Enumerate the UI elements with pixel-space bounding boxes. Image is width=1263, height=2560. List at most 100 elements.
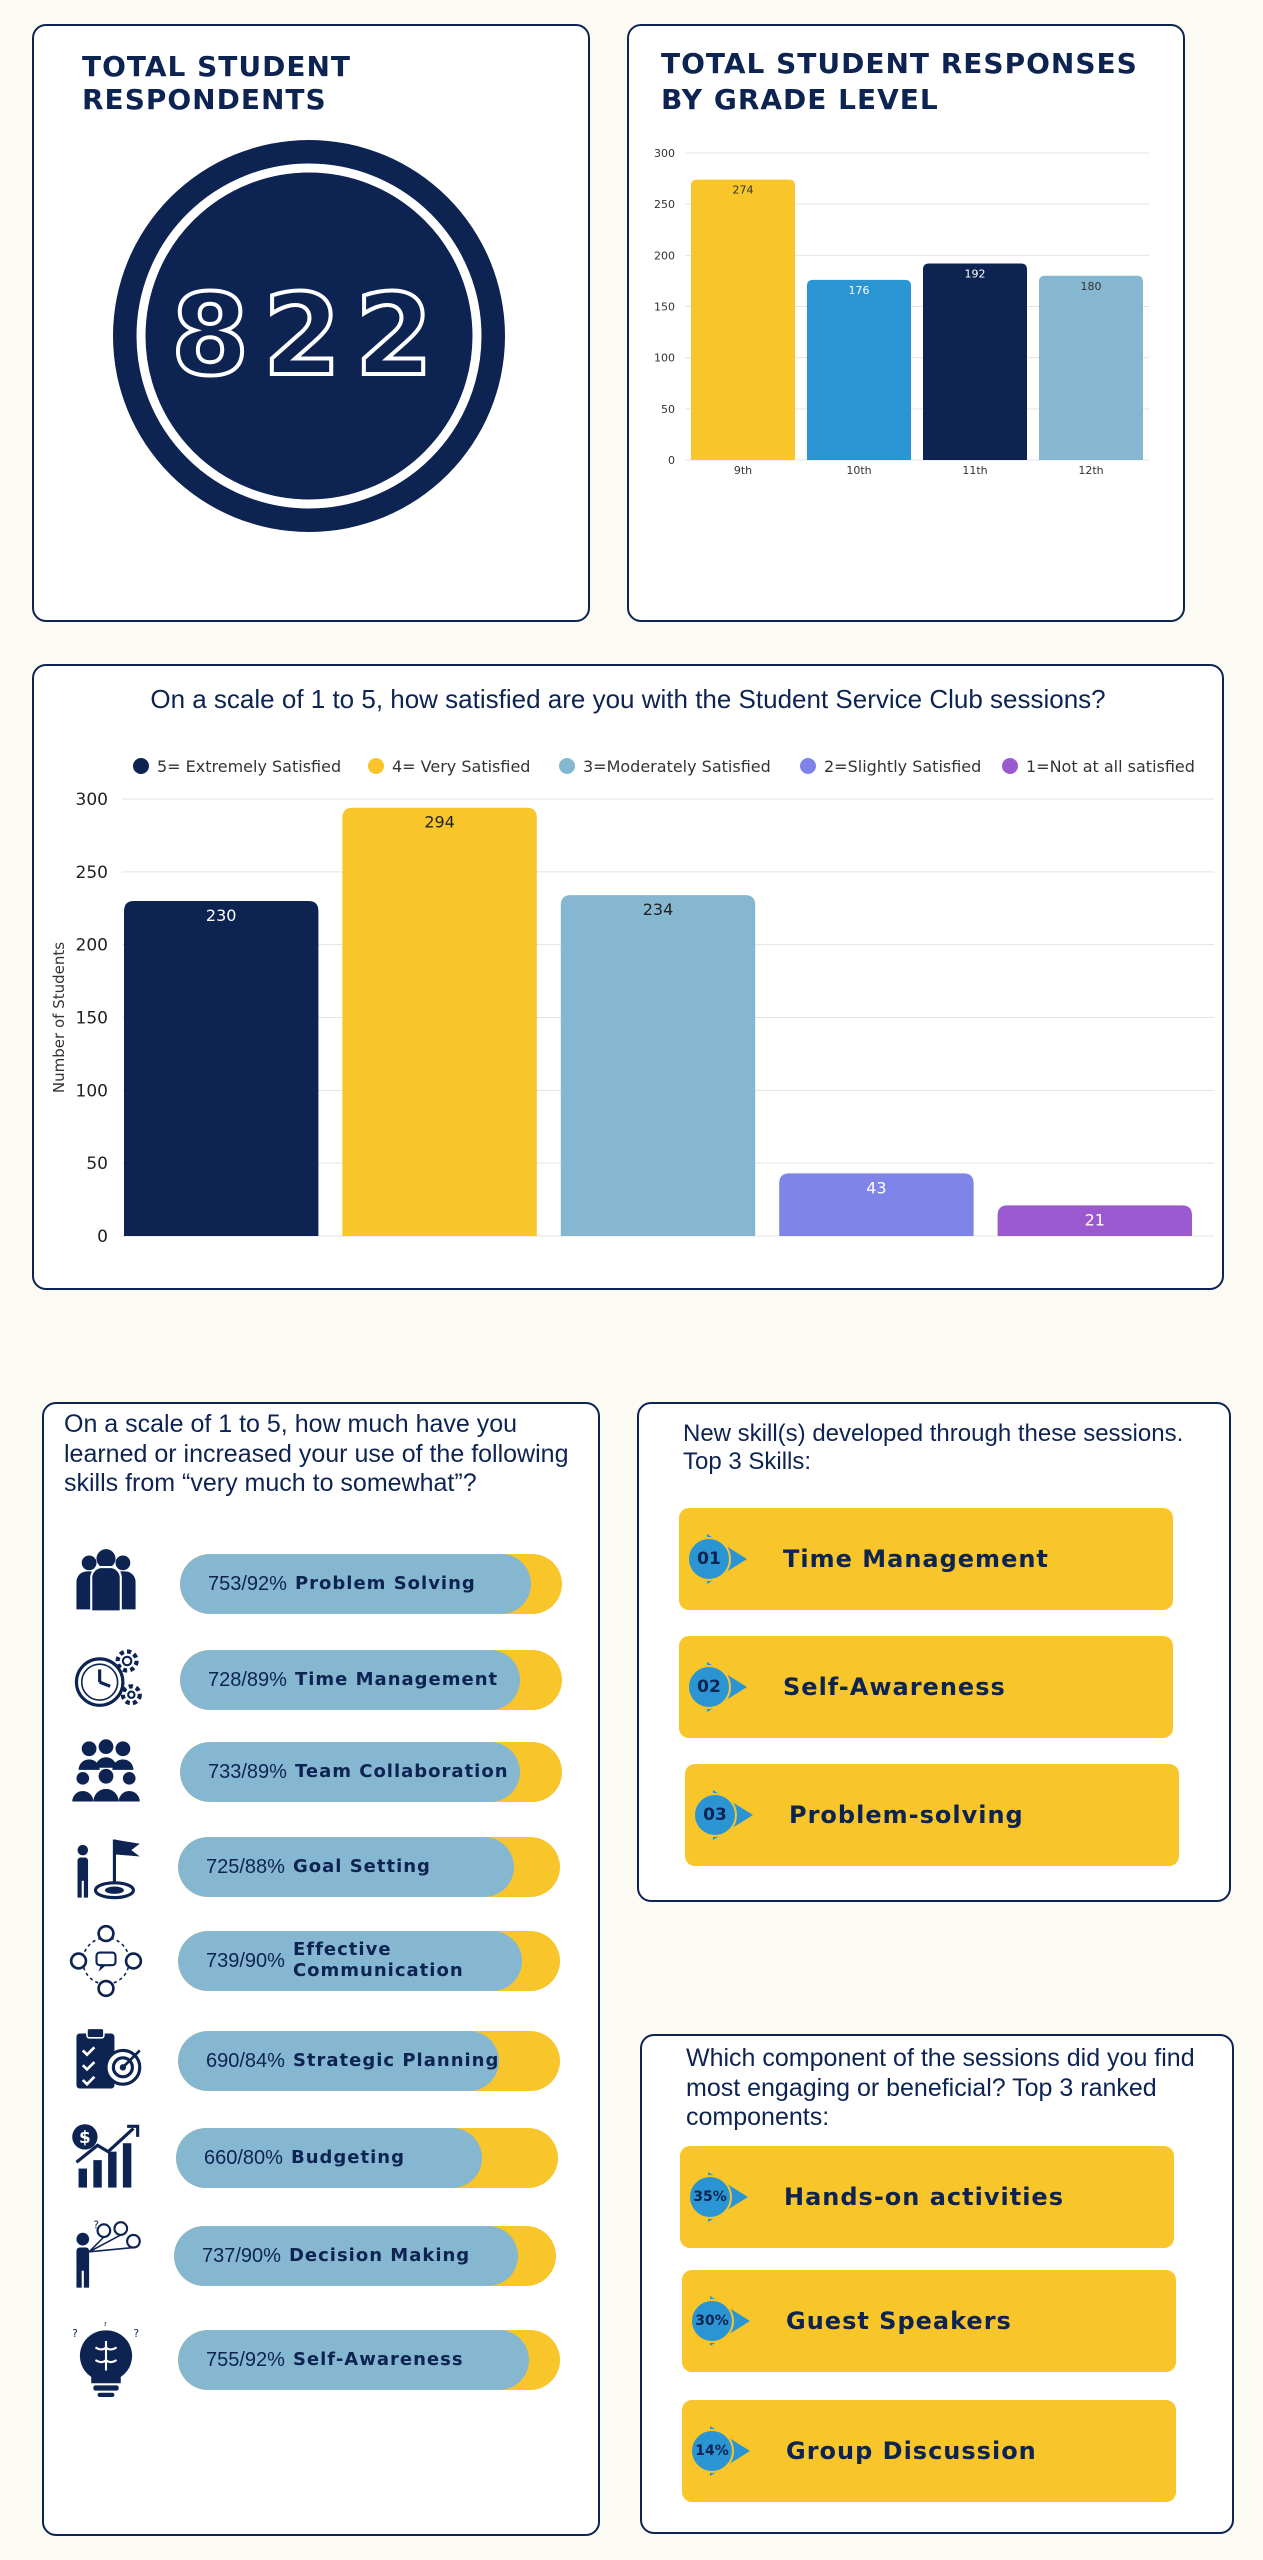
network-icon xyxy=(68,1923,144,2003)
satisfaction-card: On a scale of 1 to 5, how satisfied are … xyxy=(32,664,1224,1290)
legend-swatch xyxy=(559,758,575,774)
legend-swatch xyxy=(800,758,816,774)
grade-x-tick: 11th xyxy=(962,464,987,477)
sat-y-tick: 100 xyxy=(76,1081,108,1101)
skill-value: 733/89% xyxy=(208,1760,287,1783)
sat-bar xyxy=(560,895,756,1236)
grade-y-tick: 150 xyxy=(654,301,675,314)
sat-y-axis-label: Number of Students xyxy=(50,942,68,1093)
skill-label: Decision Making xyxy=(288,2244,471,2266)
clock-gears-icon xyxy=(68,1642,144,1722)
new-skills-heading: New skill(s) developed through these ses… xyxy=(683,1420,1184,1476)
grade-bar-label: 274 xyxy=(733,184,754,197)
team-icon xyxy=(68,1546,144,1626)
skill-bar: 725/88% Goal Setting xyxy=(178,1837,560,1897)
legend-label: 5= Extremely Satisfied xyxy=(157,757,341,776)
rank-label: Guest Speakers xyxy=(786,2307,1012,2335)
ranked-item: 30% Guest Speakers xyxy=(682,2270,1176,2372)
skill-label: Goal Setting xyxy=(292,1855,431,1877)
sat-y-tick: 250 xyxy=(76,863,108,883)
group-icon xyxy=(68,1734,144,1814)
skill-bar: 753/92% Problem Solving xyxy=(180,1554,562,1614)
svg-text:?: ? xyxy=(93,2220,99,2232)
respondents-badge: 822 xyxy=(113,140,505,532)
legend-swatch xyxy=(368,758,384,774)
clipboard-target-icon xyxy=(68,2023,144,2103)
components-card: Which component of the sessions did you … xyxy=(640,2034,1234,2534)
sat-bar-label: 43 xyxy=(866,1178,886,1197)
grade-bar xyxy=(923,263,1027,460)
grade-chart: 0 50 100 150 200 250 300 274 9th 176 10th 192 11th 18… xyxy=(654,147,1149,477)
grade-bar-label: 176 xyxy=(849,284,870,297)
money-chart-icon: $ xyxy=(68,2120,144,2200)
skill-value: 755/92% xyxy=(206,2348,285,2371)
ranked-item: 14% Group Discussion xyxy=(682,2400,1176,2502)
svg-text:?: ? xyxy=(133,2328,139,2340)
legend-label: 4= Very Satisfied xyxy=(392,757,530,776)
skill-bar: 739/90% Effective Communication xyxy=(178,1931,560,1991)
rank-badge-icon: 01 xyxy=(685,1532,757,1586)
skills-question: On a scale of 1 to 5, how much have you … xyxy=(64,1410,569,1497)
legend-swatch xyxy=(1002,758,1018,774)
skill-label: Self-Awareness xyxy=(292,2348,464,2370)
sat-bar-label: 234 xyxy=(643,900,674,919)
grade-x-tick: 10th xyxy=(846,464,871,477)
rank-label: Time Management xyxy=(783,1545,1049,1573)
grade-y-tick: 250 xyxy=(654,198,675,211)
legend-label: 2=Slightly Satisfied xyxy=(824,757,981,776)
rank-label: Self-Awareness xyxy=(783,1673,1006,1701)
grade-y-tick: 0 xyxy=(668,454,675,467)
sat-bar xyxy=(997,1205,1192,1236)
ranked-item: 03 Problem-solving xyxy=(685,1764,1179,1866)
rank-badge-text: 35% xyxy=(693,2189,727,2205)
svg-text:?: ? xyxy=(103,2322,108,2329)
grade-chart-title: TOTAL STUDENT RESPONSES BY GRADE LEVEL xyxy=(661,47,1138,117)
grade-x-tick: 12th xyxy=(1078,464,1103,477)
skill-bar-fill xyxy=(176,2128,482,2188)
rank-badge-icon: 02 xyxy=(685,1660,757,1714)
legend-label: 1=Not at all satisfied xyxy=(1026,757,1195,776)
skill-bar-fill xyxy=(180,1742,520,1802)
flag-target-icon xyxy=(68,1829,144,1909)
skill-value: 660/80% xyxy=(204,2146,283,2169)
sat-bar-label: 230 xyxy=(206,906,237,925)
skill-bar: 728/89% Time Management xyxy=(180,1650,562,1710)
ranked-item: 01 Time Management xyxy=(679,1508,1173,1610)
grade-bar xyxy=(1039,275,1143,460)
sat-y-tick: 150 xyxy=(76,1009,108,1029)
rank-badge-text: 01 xyxy=(697,1549,721,1569)
sat-y-tick: 0 xyxy=(97,1227,108,1247)
sat-bar xyxy=(779,1173,974,1236)
person-balloons-icon: ? xyxy=(68,2218,144,2298)
skill-bar-fill xyxy=(178,2330,530,2390)
grade-bar xyxy=(691,179,795,460)
skill-bar-fill xyxy=(180,1554,532,1614)
legend-label: 3=Moderately Satisfied xyxy=(583,757,771,776)
rank-badge-text: 14% xyxy=(695,2443,729,2459)
sat-bar-label: 21 xyxy=(1085,1210,1105,1229)
skill-bar: 690/84% Strategic Planning xyxy=(178,2031,560,2091)
sat-y-tick: 200 xyxy=(76,936,108,956)
svg-text:$: $ xyxy=(79,2127,91,2147)
ranked-item: 35% Hands-on activities xyxy=(680,2146,1174,2248)
rank-badge-icon: 03 xyxy=(691,1788,763,1842)
svg-text:?: ? xyxy=(72,2328,78,2340)
skill-value: 753/92% xyxy=(208,1572,287,1595)
respondents-total: 822 xyxy=(171,271,447,401)
rank-label: Problem-solving xyxy=(789,1801,1024,1829)
skill-bar-fill xyxy=(174,2226,518,2286)
skill-bar-fill xyxy=(178,2031,499,2091)
satisfaction-title: On a scale of 1 to 5, how satisfied are … xyxy=(150,684,1106,714)
rank-label: Group Discussion xyxy=(786,2437,1037,2465)
skill-label: Strategic Planning xyxy=(292,2049,500,2071)
skill-value: 690/84% xyxy=(206,2049,285,2072)
skill-bar: 733/89% Team Collaboration xyxy=(180,1742,562,1802)
skill-label: Problem Solving xyxy=(294,1572,476,1594)
rank-badge-icon: 30% xyxy=(688,2294,760,2348)
rank-badge-icon: 14% xyxy=(688,2424,760,2478)
grade-y-tick: 300 xyxy=(654,147,675,160)
rank-badge-text: 03 xyxy=(703,1805,727,1825)
skill-bar: 755/92% Self-Awareness xyxy=(178,2330,560,2390)
sat-bar xyxy=(124,900,319,1236)
skill-label: Budgeting xyxy=(290,2146,405,2168)
